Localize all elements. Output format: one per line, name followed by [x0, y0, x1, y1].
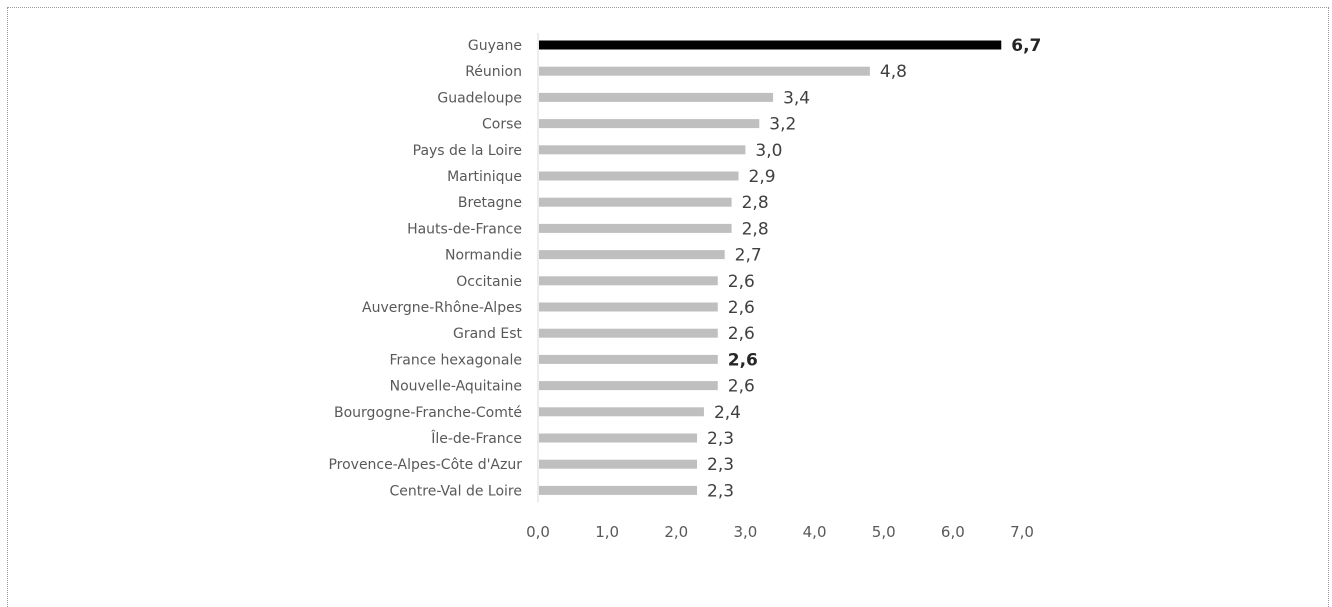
value-label: 2,8 [742, 219, 769, 239]
value-label: 3,0 [755, 141, 782, 161]
category-label: Pays de la Loire [413, 143, 522, 159]
bar [539, 92, 774, 102]
value-labels-group: 6,7 4,8 3,4 3,2 3,0 2,9 2,8 2,8 2,7 2,6 2,6 2,6 2,6 2… [707, 36, 1041, 501]
value-label: 2,6 [728, 324, 755, 344]
value-label: 2,7 [735, 246, 762, 266]
x-tick-label: 6,0 [941, 523, 965, 541]
category-label: Guadeloupe [437, 90, 522, 106]
chart-frame [7, 7, 1329, 607]
value-label: 2,4 [714, 403, 741, 423]
category-label: Martinique [447, 169, 522, 185]
bar [539, 459, 698, 469]
category-label: Provence-Alpes-Côte d'Azur [328, 457, 522, 473]
category-label: Nouvelle-Aquitaine [390, 379, 522, 395]
bar [539, 40, 1002, 50]
x-tick-label: 1,0 [595, 523, 619, 541]
x-tick-label: 2,0 [664, 523, 688, 541]
bar [539, 250, 725, 260]
value-label: 2,3 [707, 481, 734, 501]
category-label: Guyane [468, 38, 522, 54]
value-label: 2,9 [749, 167, 776, 187]
category-label: Grand Est [453, 326, 523, 342]
bar [539, 276, 718, 286]
value-label: 3,4 [783, 88, 810, 108]
bar [539, 66, 870, 76]
bar [539, 145, 746, 155]
bar [539, 407, 704, 417]
value-label: 4,8 [880, 62, 907, 82]
bar [539, 328, 718, 338]
category-label: France hexagonale [389, 352, 522, 368]
bar [539, 485, 698, 495]
category-label: Bretagne [458, 195, 522, 211]
bars-group [539, 40, 1002, 495]
bar [539, 171, 739, 181]
category-label: Corse [482, 117, 522, 133]
value-label: 2,6 [728, 298, 755, 318]
value-label: 2,3 [707, 429, 734, 449]
category-label: Centre-Val de Loire [390, 483, 522, 499]
bar [539, 302, 718, 312]
x-tick-label: 7,0 [1010, 523, 1034, 541]
value-label: 2,6 [728, 350, 758, 370]
bar [539, 433, 698, 443]
category-label: Île-de-France [430, 429, 522, 447]
category-label: Auvergne-Rhône-Alpes [362, 300, 522, 316]
value-label: 2,6 [728, 272, 755, 292]
category-label: Bourgogne-Franche-Comté [334, 405, 522, 421]
x-tick-label: 4,0 [803, 523, 827, 541]
x-tick-label: 5,0 [872, 523, 896, 541]
x-tick-label: 3,0 [733, 523, 757, 541]
category-label: Occitanie [456, 274, 522, 290]
bar [539, 381, 718, 391]
category-label: Hauts-de-France [407, 221, 522, 237]
bar [539, 119, 760, 129]
bar [539, 354, 718, 364]
value-label: 2,3 [707, 455, 734, 475]
value-label: 6,7 [1011, 36, 1041, 56]
x-tick-label: 0,0 [526, 523, 550, 541]
value-label: 2,6 [728, 377, 755, 397]
category-labels-group: Guyane Réunion Guadeloupe Corse Pays de la L… [328, 38, 522, 499]
bar [539, 197, 732, 207]
bar [539, 223, 732, 233]
category-label: Réunion [465, 64, 522, 80]
x-axis-ticks-group: 0,0 1,0 2,0 3,0 4,0 5,0 6,0 7,0 [526, 523, 1034, 541]
value-label: 2,8 [742, 193, 769, 213]
category-label: Normandie [445, 248, 522, 264]
value-label: 3,2 [769, 115, 796, 135]
